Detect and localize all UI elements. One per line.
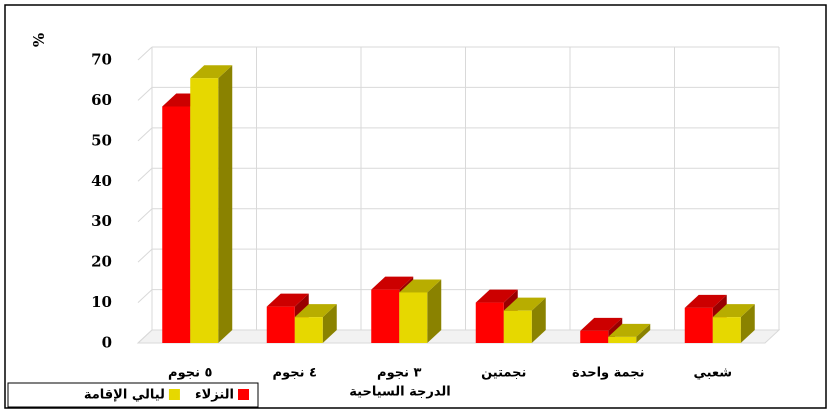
bar-side [531,297,546,343]
bar-top [266,293,309,307]
grid-line [137,208,153,223]
bar [266,306,295,343]
bar-top [190,65,233,79]
grid-line [137,329,153,344]
x-tick-label: نجمة واحدة [572,366,644,381]
x-tick-label: ٣ نجوم [377,366,421,381]
x-tick-label: نجمتين [481,366,526,381]
legend-label: النزلاء [195,388,234,403]
y-tick-label: 20 [91,253,112,271]
bar-top [399,279,442,293]
y-tick-label: 10 [91,293,112,311]
x-axis-label: الدرجة السياحية [349,385,450,400]
bar-top [580,317,623,331]
legend-swatch [238,389,249,400]
bar [294,317,323,343]
bar-top [294,304,337,318]
bar [371,289,400,343]
grid-line [137,127,153,142]
bar-top [712,304,755,318]
grid-line [137,87,153,101]
y-tick-label: 0 [102,334,112,352]
bar-side [427,279,442,343]
bar [580,330,609,343]
bar [399,292,428,343]
y-tick-label: 60 [91,91,112,109]
bar-side [740,304,755,343]
chart-border [4,4,827,409]
bar-top [608,323,651,337]
legend-swatch [168,389,180,400]
y-tick-label: 40 [91,172,112,190]
x-tick-label: ٥ نجوم [168,366,212,381]
bar [684,307,713,343]
y-tick-label: 70 [91,51,112,69]
x-tick-label: ٤ نجوم [273,366,317,381]
bar-top [371,276,414,290]
floor [136,329,781,344]
bar [162,106,191,343]
bar-top [475,289,518,303]
x-tick-label: شعبي [693,366,732,381]
bar [712,317,741,343]
grid-line [137,248,153,263]
y-tick-label: 50 [91,131,112,149]
bar [475,302,504,343]
bar-side [322,304,337,343]
y-tick-label: 30 [91,212,112,230]
bar-top [503,297,546,311]
bar [503,310,532,343]
legend-box [7,382,259,408]
bar [608,336,637,343]
y-axis-label: % [30,33,48,47]
grid-line [137,167,153,182]
legend-label: ليالي الإقامة [84,388,165,403]
bar-side [636,323,651,343]
grid-line [137,289,153,303]
grid-line [137,46,153,61]
bar-top [684,294,727,308]
bar [190,78,219,343]
bar-side [218,65,233,343]
